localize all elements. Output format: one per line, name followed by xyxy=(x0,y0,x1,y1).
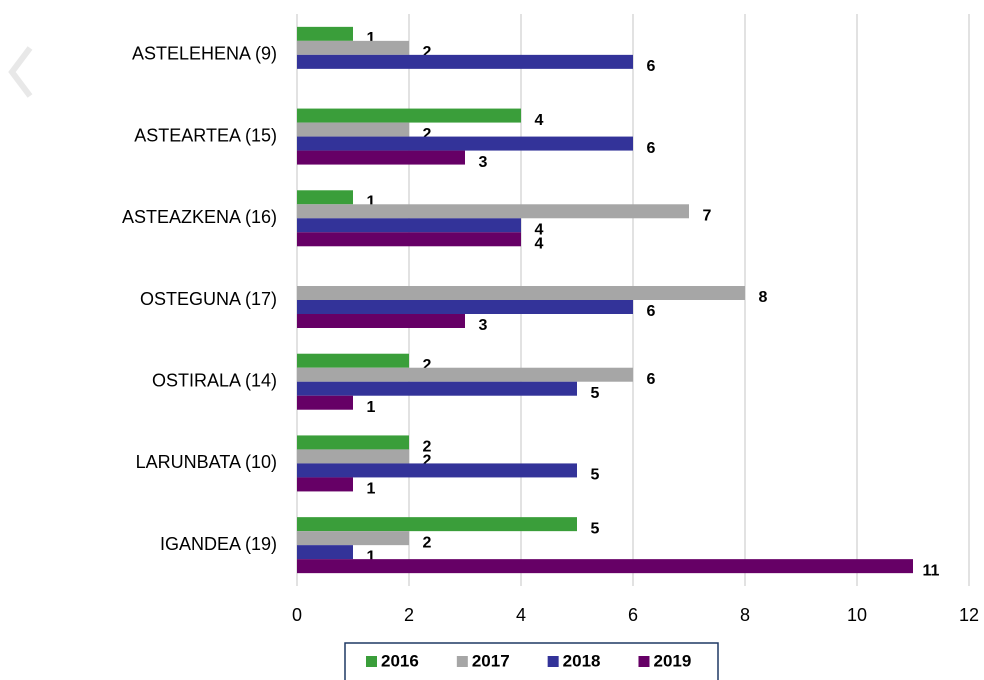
x-tick-label: 12 xyxy=(959,605,979,625)
bar xyxy=(297,531,409,546)
data-label: 1 xyxy=(367,481,376,498)
data-label: 2 xyxy=(423,126,432,143)
decoration xyxy=(8,46,33,98)
data-label: 2 xyxy=(423,439,432,456)
legend-swatch xyxy=(366,656,377,667)
bar xyxy=(297,150,465,165)
x-tick-label: 2 xyxy=(404,605,414,625)
bar xyxy=(297,300,633,314)
bar xyxy=(297,353,409,368)
data-label: 11 xyxy=(923,562,940,579)
data-label: 5 xyxy=(591,467,600,484)
data-label: 3 xyxy=(479,154,488,171)
bar xyxy=(297,136,633,151)
data-label: 8 xyxy=(759,289,768,306)
legend-label: 2017 xyxy=(472,651,510,670)
y-tick-label: ASTEAZKENA (16) xyxy=(122,207,277,227)
legend-swatch xyxy=(456,656,468,667)
legend-label: 2019 xyxy=(653,651,691,670)
y-tick-label: ASTEARTEA (15) xyxy=(134,125,277,145)
data-label: 6 xyxy=(647,303,656,320)
data-label: 5 xyxy=(591,385,600,402)
bar xyxy=(297,314,465,328)
bar xyxy=(297,381,577,396)
bar xyxy=(297,204,689,219)
data-label: 1 xyxy=(367,30,376,47)
x-tick-label: 10 xyxy=(847,605,867,625)
bar xyxy=(297,26,353,41)
bar xyxy=(297,286,745,300)
x-tick-label: 0 xyxy=(292,605,302,625)
bar xyxy=(297,545,353,560)
bar xyxy=(297,435,409,450)
data-label: 1 xyxy=(367,194,376,211)
data-label: 6 xyxy=(647,58,656,75)
bar xyxy=(297,122,409,137)
data-label: 2 xyxy=(423,534,432,551)
data-label: 6 xyxy=(647,140,656,157)
x-tick-label: 8 xyxy=(740,605,750,625)
y-tick-label: ASTELEHENA (9) xyxy=(132,44,277,64)
bar xyxy=(297,395,353,410)
bar xyxy=(297,108,521,123)
bar xyxy=(297,517,577,532)
y-tick-label: LARUNBATA (10) xyxy=(136,452,277,472)
y-tick-label: OSTEGUNA (17) xyxy=(140,289,277,309)
data-label: 2 xyxy=(423,453,432,470)
data-label: 5 xyxy=(591,520,600,537)
data-label: 4 xyxy=(535,222,544,239)
y-tick-label: IGANDEA (19) xyxy=(160,534,277,554)
bar xyxy=(297,463,577,478)
bar xyxy=(297,449,409,464)
data-label: 7 xyxy=(703,208,712,225)
data-label: 1 xyxy=(367,548,376,565)
legend-box xyxy=(344,642,719,680)
bar xyxy=(297,190,353,205)
bar xyxy=(297,559,913,574)
bar xyxy=(297,477,353,492)
y-tick-label: OSTIRALA (14) xyxy=(152,370,277,390)
data-label: 3 xyxy=(479,317,488,334)
bar xyxy=(297,40,409,55)
x-tick-label: 6 xyxy=(628,605,638,625)
bar xyxy=(297,54,633,69)
legend-swatch xyxy=(547,656,559,667)
data-label: 1 xyxy=(367,399,376,416)
bar xyxy=(297,367,633,382)
legend-label: 2018 xyxy=(563,651,601,670)
data-label: 4 xyxy=(535,236,544,253)
bar xyxy=(297,232,521,247)
bar xyxy=(297,218,521,233)
data-label: 4 xyxy=(535,112,544,129)
data-label: 2 xyxy=(423,44,432,61)
x-tick-label: 4 xyxy=(516,605,526,625)
legend-swatch xyxy=(638,656,650,667)
legend-label: 2016 xyxy=(381,651,419,670)
data-label: 2 xyxy=(423,357,432,374)
data-label: 6 xyxy=(647,371,656,388)
